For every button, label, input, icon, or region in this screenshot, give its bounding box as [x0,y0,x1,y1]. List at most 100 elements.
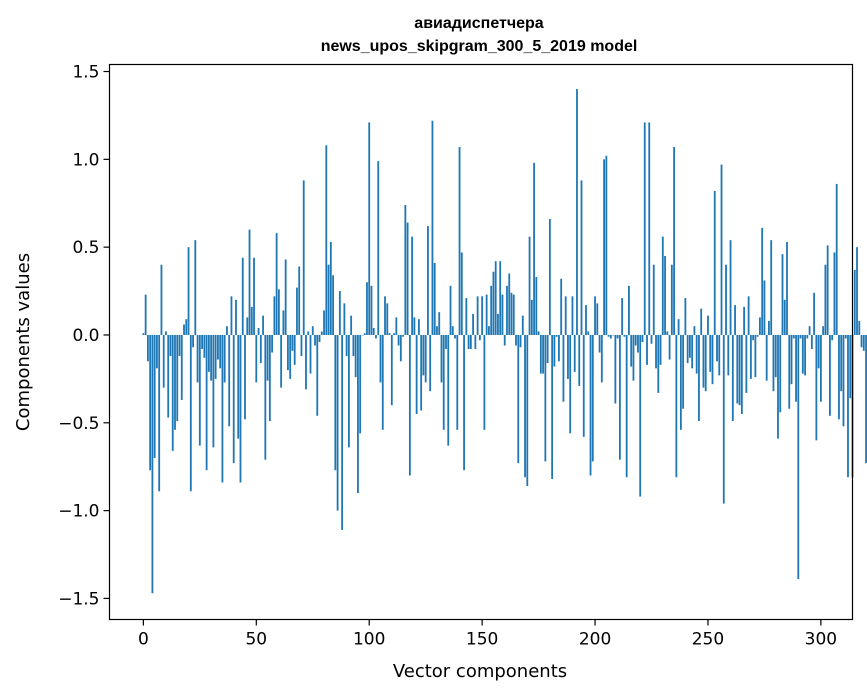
bar-239 [682,334,685,409]
bar-154 [490,285,493,335]
bar-134 [445,334,447,350]
bar-124 [422,334,425,376]
bar-147 [474,334,477,350]
bar-307 [835,183,838,335]
bar-6 [156,334,158,369]
bar-148 [476,296,479,335]
bar-274 [761,227,764,335]
bar-121 [415,334,418,414]
bar-221 [641,334,644,342]
bar-109 [388,333,391,335]
bar-292 [801,334,804,374]
bar-218 [634,334,637,346]
bar-71 [302,180,305,335]
bar-19 [185,319,188,335]
bar-298 [815,334,818,441]
bar-288 [792,334,795,339]
bar-302 [824,264,827,335]
bar-287 [790,334,793,385]
bar-291 [799,334,802,339]
bar-119 [411,236,414,335]
bar-52 [259,334,262,364]
bar-117 [406,222,409,335]
y-axis: −1.5 −1.0 −0.5 0.0 0.5 1.0 1.5 [58,63,110,609]
bar-8 [160,264,163,335]
bar-207 [609,334,612,339]
bar-66 [291,334,294,351]
bar-165 [515,334,517,346]
bar-138 [454,334,456,339]
bar-299 [817,334,820,369]
bar-60 [277,289,280,335]
bar-177 [542,334,545,374]
bar-300 [819,334,822,402]
bar-93 [352,334,355,357]
bar-30 [210,334,213,381]
x-tick-label: 0 [138,630,149,650]
bar-104 [377,161,380,335]
bar-115 [402,334,404,337]
bar-0 [142,333,145,335]
bar-301 [822,326,825,335]
bar-179 [546,334,549,364]
bar-315 [853,269,856,335]
bar-246 [698,334,700,422]
bar-70 [300,334,303,357]
bar-144 [467,334,470,350]
bar-41 [235,299,237,335]
bar-272 [756,334,759,337]
bar-211 [618,334,621,460]
bar-131 [438,312,441,335]
bar-202 [598,334,601,353]
bar-311 [844,334,847,339]
bar-269 [749,334,752,379]
bar-229 [659,334,662,365]
bar-181 [551,334,554,479]
bar-79 [320,331,323,335]
bar-194 [580,180,583,335]
bar-116 [404,205,407,335]
bar-133 [442,334,445,430]
y-tick-label: 0.0 [72,326,99,346]
bar-122 [417,319,420,335]
bar-42 [237,334,240,439]
bar-206 [607,334,610,337]
bar-228 [657,334,660,393]
bar-249 [704,334,707,392]
bar-175 [537,331,540,335]
bar-75 [311,326,314,335]
bar-167 [519,334,522,348]
bar-98 [363,333,366,335]
bar-266 [743,306,746,335]
bar-83 [329,241,332,335]
bar-78 [318,334,321,342]
bar-141 [460,252,463,335]
bar-260 [729,240,732,335]
bar-91 [347,334,350,448]
bar-80 [323,310,325,335]
bar-26 [201,334,203,350]
bar-289 [795,334,797,402]
bar-296 [810,334,813,350]
x-tick-label: 50 [245,630,267,650]
bar-230 [661,236,664,335]
bar-146 [472,313,474,335]
bar-214 [625,334,628,478]
bar-123 [420,334,423,411]
bar-125 [424,334,427,383]
bar-243 [691,334,694,369]
x-tick-label: 250 [692,630,724,650]
bar-213 [623,334,626,337]
bar-37 [226,326,228,335]
bar-184 [558,334,560,362]
bar-290 [797,334,800,580]
bar-2 [146,334,149,362]
bar-236 [675,334,678,478]
bar-58 [273,296,276,335]
bar-46 [246,317,249,335]
bar-108 [386,303,389,335]
bar-281 [777,334,779,439]
bar-129 [433,262,436,335]
bar-90 [345,334,348,357]
